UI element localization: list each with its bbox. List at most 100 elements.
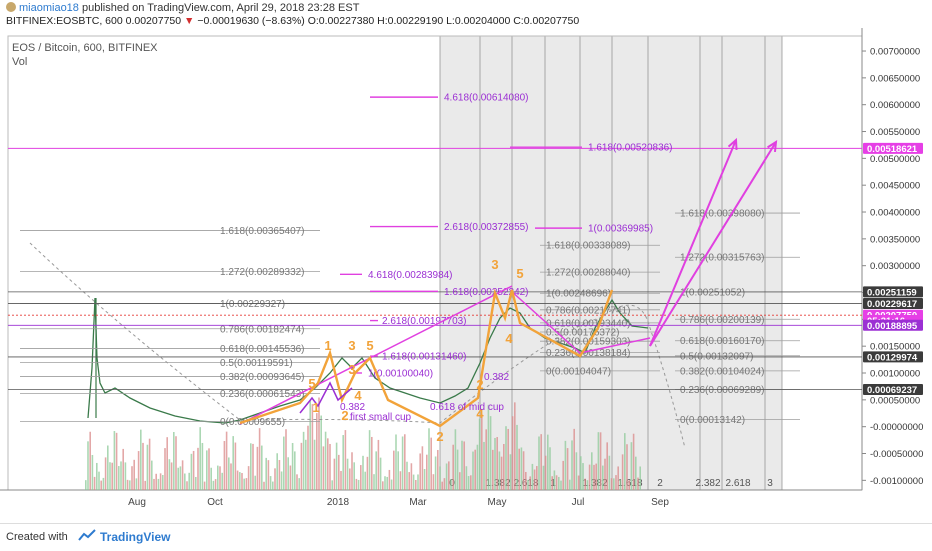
- volume-bar: [289, 465, 292, 490]
- extension-label: 1(0.00369985): [588, 224, 653, 235]
- volume-bar: [591, 452, 593, 490]
- volume-bar: [553, 470, 556, 490]
- volume-bar: [155, 473, 157, 490]
- fib-left-label: 0.236(0.00061543): [220, 389, 305, 400]
- annotation-label: 0.382: [340, 402, 365, 413]
- volume-bar: [456, 449, 459, 490]
- volume-bar: [483, 441, 485, 490]
- volume-bar: [485, 429, 487, 490]
- volume-bar: [366, 456, 369, 490]
- tradingview-logo-icon: [78, 529, 96, 541]
- volume-bar: [113, 431, 116, 490]
- fib-mid-label: 0.786(0.00217741): [546, 305, 631, 316]
- volume-bar: [608, 455, 611, 490]
- volume-bar: [410, 463, 413, 490]
- volume-bar: [437, 450, 439, 490]
- volume-bar: [518, 448, 520, 490]
- volume-bar: [377, 439, 380, 490]
- fib-left-label: 1(0.00229327): [220, 299, 285, 310]
- volume-bar: [470, 475, 472, 490]
- volume-bar: [595, 463, 597, 490]
- volume-bar: [527, 480, 529, 490]
- tradingview-brand[interactable]: TradingView: [100, 530, 171, 544]
- chart-area[interactable]: 0.00700000 0.00650000 0.00600000 0.00550000…: [0, 28, 932, 523]
- x-tick-label: Mar: [409, 497, 427, 508]
- target-arrow-line: [649, 139, 737, 347]
- volume-bars: [85, 397, 641, 490]
- y-tick-label: 0.00150000: [870, 342, 920, 353]
- volume-bar: [492, 449, 494, 490]
- price-tag-label: 0.00188895: [867, 321, 918, 332]
- volume-bar: [505, 426, 507, 490]
- down-arrow-icon: ▼: [184, 15, 195, 27]
- volume-bar: [232, 436, 234, 490]
- volume-bar: [555, 475, 558, 490]
- avatar-icon: [6, 2, 16, 12]
- volume-bar: [104, 457, 107, 490]
- volume-bar: [87, 441, 89, 490]
- volume-bar: [560, 480, 562, 490]
- volume-bar: [124, 462, 127, 490]
- volume-bar: [604, 458, 606, 490]
- volume-bar: [580, 456, 582, 490]
- volume-bar: [243, 478, 245, 490]
- volume-bar: [395, 434, 397, 490]
- price-chart[interactable]: 0.00700000 0.00650000 0.00600000 0.00550000…: [0, 28, 932, 523]
- fib-left-label: 0.786(0.00182474): [220, 324, 305, 335]
- price-tag: [863, 319, 923, 331]
- elliott-wave-path: [239, 288, 614, 428]
- annotation-label: 0.618 of mid cup: [430, 402, 504, 413]
- fib-right-label: 0.382(0.00104024): [680, 366, 765, 377]
- volume-bar: [212, 480, 215, 490]
- volume-bar: [522, 451, 525, 490]
- volume-bar: [423, 468, 426, 490]
- volume-bar: [615, 475, 617, 490]
- volume-bar: [265, 457, 267, 490]
- volume-bar: [173, 432, 175, 490]
- volume-bar: [287, 457, 289, 490]
- time-fib-label: 0: [449, 478, 455, 489]
- volume-bar: [263, 481, 265, 490]
- volume-bar: [285, 429, 287, 490]
- volume-bar: [168, 459, 171, 490]
- volume-bar: [355, 478, 358, 490]
- volume-bar: [353, 462, 355, 490]
- volume-bar: [430, 437, 432, 490]
- volume-bar: [228, 457, 230, 490]
- volume-bar: [487, 404, 490, 490]
- ohlc-values: O:0.00227380 H:0.00229190 L:0.00204000 C…: [307, 15, 580, 27]
- volume-bar: [144, 480, 146, 490]
- volume-bar: [489, 416, 492, 490]
- volume-bar: [463, 441, 465, 490]
- volume-bar: [624, 433, 626, 490]
- volume-bar: [371, 436, 373, 490]
- volume-bar: [610, 478, 613, 490]
- volume-bar: [278, 460, 281, 490]
- author-link[interactable]: miaomiao18: [19, 2, 79, 14]
- volume-bar: [619, 479, 622, 490]
- volume-bar: [573, 428, 575, 490]
- volume-bar: [569, 479, 571, 490]
- volume-bar: [351, 452, 353, 490]
- price-tag-label: 0.00518621: [867, 144, 918, 155]
- volume-bar: [340, 470, 342, 490]
- extension-label: 1(0.00100040): [368, 368, 433, 379]
- volume-bar: [250, 443, 252, 490]
- volume-bar: [474, 449, 476, 490]
- volume-bar: [426, 454, 428, 490]
- volume-bar: [177, 467, 179, 490]
- volume-bar: [175, 436, 177, 490]
- volume-bar: [85, 480, 87, 490]
- volume-bar: [494, 437, 496, 490]
- volume-bar: [450, 479, 452, 490]
- wave-label: 2: [341, 408, 348, 423]
- time-fib-label: 2.618: [725, 478, 750, 489]
- volume-bar: [236, 470, 239, 490]
- volume-bar: [221, 472, 223, 490]
- y-tick-label: 0.00550000: [870, 127, 920, 138]
- volume-bar: [384, 476, 386, 490]
- extension-label: 2.618(0.00372855): [444, 222, 529, 233]
- fib-right-label: 0.236(0.00069289): [680, 385, 765, 396]
- y-tick-label: 0.00600000: [870, 100, 920, 111]
- volume-bar: [459, 472, 461, 490]
